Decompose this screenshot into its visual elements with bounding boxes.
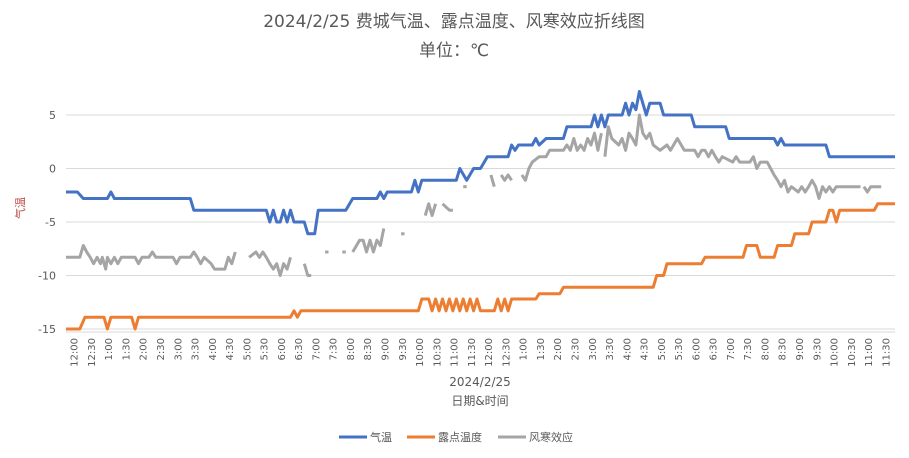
series-line-3 xyxy=(862,185,882,194)
x-tick-label: 9:30 xyxy=(398,338,409,360)
x-tick-label: 5:30 xyxy=(674,338,685,360)
y-tick-label: 5 xyxy=(49,109,56,122)
x-tick-label: 6:30 xyxy=(709,338,720,360)
x-tick-label: 8:30 xyxy=(778,338,789,360)
chart-title: 2024/2/25 费城气温、露点温度、风寒效应折线图 xyxy=(263,12,645,32)
series-line-3 xyxy=(302,263,312,277)
series-line-3 xyxy=(66,244,237,271)
series-line-3 xyxy=(489,174,496,188)
x-tick-label: 9:00 xyxy=(795,338,806,360)
x-tick-label: 6:00 xyxy=(691,338,702,360)
series-line-3 xyxy=(520,131,603,182)
legend-label: 露点温度 xyxy=(438,430,482,444)
x-tick-label: 1:30 xyxy=(121,338,132,360)
y-axis-label: 气温 xyxy=(13,197,27,219)
x-tick-label: 10:00 xyxy=(830,338,841,367)
x-tick-label: 9:30 xyxy=(812,338,823,360)
x-tick-label: 5:00 xyxy=(657,338,668,360)
x-tick-label: 10:30 xyxy=(847,338,858,367)
x-tick-label: 11:30 xyxy=(881,338,892,367)
x-tick-label: 4:30 xyxy=(640,338,651,360)
x-tick-label: 10:30 xyxy=(432,338,443,367)
legend-label: 风寒效应 xyxy=(529,430,573,444)
series-line-3 xyxy=(499,173,513,182)
x-tick-label: 11:30 xyxy=(467,338,478,367)
x-tick-label: 2:00 xyxy=(139,338,150,360)
x-tick-label: 3:30 xyxy=(605,338,616,360)
x-tick-label: 12:00 xyxy=(70,338,81,367)
x-tick-label: 12:30 xyxy=(87,338,98,367)
x-tick-label: 1:00 xyxy=(104,338,115,360)
y-axis-ticks: 5 0 -5 -10 -15 xyxy=(38,109,56,336)
legend: 气温 露点温度 风寒效应 xyxy=(339,430,573,444)
x-tick-label: 3:00 xyxy=(173,338,184,360)
series-line-1 xyxy=(66,90,895,236)
x-tick-label: 9:00 xyxy=(381,338,392,360)
legend-label: 气温 xyxy=(370,430,392,444)
x-tick-label: 12:30 xyxy=(501,338,512,367)
x-tick-label: 6:30 xyxy=(294,338,305,360)
x-tick-label: 5:30 xyxy=(260,338,271,360)
x-tick-label: 4:00 xyxy=(622,338,633,360)
x-tick-label: 2:30 xyxy=(156,338,167,360)
x-tick-label: 2:00 xyxy=(553,338,564,360)
y-tick-label: -5 xyxy=(45,216,56,229)
gridlines xyxy=(66,114,895,330)
y-tick-label: 0 xyxy=(49,163,56,176)
y-tick-label: -15 xyxy=(38,323,56,336)
series-line-3 xyxy=(351,228,386,254)
series-line-2 xyxy=(66,202,895,331)
series-line-3 xyxy=(603,113,861,200)
x-tick-label: 4:30 xyxy=(225,338,236,360)
x-tick-label: 6:00 xyxy=(277,338,288,360)
x-axis-title: 日期&时间 xyxy=(451,394,508,408)
x-tick-label: 11:00 xyxy=(450,338,461,367)
series-lines xyxy=(66,90,895,331)
x-tick-label: 7:30 xyxy=(329,338,340,360)
x-tick-label: 1:00 xyxy=(519,338,530,360)
x-tick-label: 7:00 xyxy=(311,338,322,360)
x-tick-label: 10:00 xyxy=(415,338,426,367)
x-tick-label: 4:00 xyxy=(208,338,219,360)
x-axis-ticks: 12:00 12:30 1:00 1:30 2:00 2:30 3:00 3:30 4:00 4:… xyxy=(70,338,893,367)
x-tick-label: 3:00 xyxy=(588,338,599,360)
x-tick-label: 8:00 xyxy=(346,338,357,360)
series-line-3 xyxy=(248,250,292,277)
series-line-3 xyxy=(441,202,453,212)
x-tick-label: 11:00 xyxy=(864,338,875,367)
x-tick-label: 8:00 xyxy=(760,338,771,360)
x-tick-label: 7:30 xyxy=(743,338,754,360)
series-line-3 xyxy=(423,202,438,218)
x-tick-label: 7:00 xyxy=(726,338,737,360)
chart-subtitle: 单位：℃ xyxy=(419,41,489,61)
y-tick-label: -10 xyxy=(38,270,56,283)
x-tick-label: 5:00 xyxy=(242,338,253,360)
x-tick-label: 1:30 xyxy=(536,338,547,360)
x-tick-label: 3:30 xyxy=(191,338,202,360)
x-tick-label: 2:30 xyxy=(570,338,581,360)
x-tick-label: 8:30 xyxy=(363,338,374,360)
x-tick-label: 12:00 xyxy=(484,338,495,367)
x-axis-group-label: 2024/2/25 xyxy=(449,375,511,389)
